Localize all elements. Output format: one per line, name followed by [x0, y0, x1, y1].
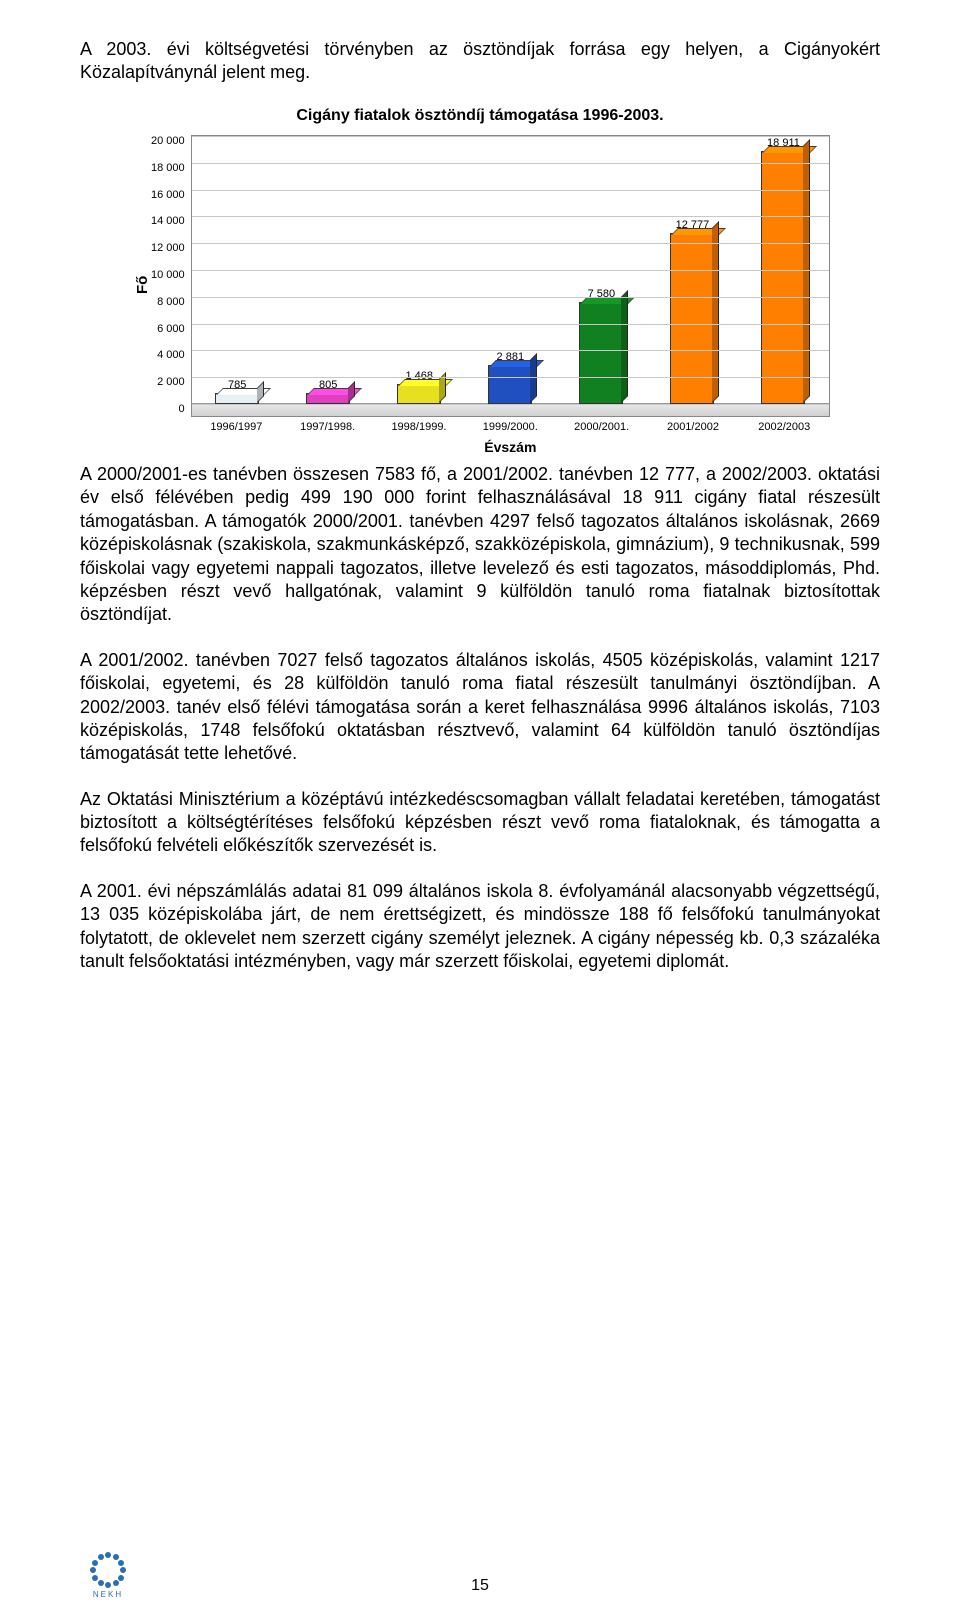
y-tick: 20 000: [151, 135, 185, 147]
y-tick: 8 000: [151, 296, 185, 308]
x-tick: 1998/1999.: [381, 421, 458, 433]
grid-line: [192, 377, 829, 378]
logo-dot: [98, 1554, 104, 1560]
grid-line: [192, 190, 829, 191]
y-tick: 6 000: [151, 323, 185, 335]
y-tick: 2 000: [151, 376, 185, 388]
bar-column: 1 468: [381, 370, 457, 404]
bar-column: 805: [290, 379, 366, 404]
x-tick: 2000/2001.: [563, 421, 640, 433]
bar: [761, 151, 805, 404]
chart-container: Cigány fiatalok ösztöndíj támogatása 199…: [130, 107, 830, 435]
grid-line: [192, 163, 829, 164]
grid-line: [192, 270, 829, 271]
bar: [397, 384, 441, 404]
grid-line: [192, 350, 829, 351]
bar-column: 7 580: [563, 288, 639, 404]
y-tick: 16 000: [151, 189, 185, 201]
grid-line: [192, 243, 829, 244]
x-tick: 2001/2002: [655, 421, 732, 433]
bar-column: 785: [199, 379, 275, 404]
chart-y-ticks: 20 000 18 000 16 000 14 000 12 000 10 000 8 00…: [151, 135, 191, 415]
y-tick: 4 000: [151, 349, 185, 361]
paragraph-2: A 2001/2002. tanévben 7027 felső tagozat…: [80, 649, 880, 766]
chart-x-label: Évszám: [191, 439, 830, 455]
logo-dot: [118, 1560, 124, 1566]
grid-line: [192, 136, 829, 137]
x-tick: 1997/1998.: [289, 421, 366, 433]
bar: [670, 233, 714, 404]
bar: [215, 393, 259, 404]
paragraph-4: A 2001. évi népszámlálás adatai 81 099 á…: [80, 880, 880, 974]
logo-dot: [120, 1567, 126, 1573]
chart-title: Cigány fiatalok ösztöndíj támogatása 199…: [130, 107, 830, 125]
y-tick: 14 000: [151, 215, 185, 227]
y-tick: 18 000: [151, 162, 185, 174]
logo-dot: [105, 1552, 111, 1558]
bar: [306, 393, 350, 404]
grid-line: [192, 404, 829, 405]
grid-line: [192, 324, 829, 325]
bar: [488, 365, 532, 404]
grid-line: [192, 297, 829, 298]
intro-paragraph: A 2003. évi költségvetési törvényben az …: [80, 38, 880, 83]
logo-dot: [92, 1560, 98, 1566]
grid-line: [192, 216, 829, 217]
logo-dot: [90, 1567, 96, 1573]
paragraph-3: Az Oktatási Minisztérium a középtávú int…: [80, 788, 880, 858]
paragraph-1: A 2000/2001-es tanévben összesen 7583 fő…: [80, 463, 880, 627]
chart-plot: 7858051 4682 8817 58012 77718 911: [191, 135, 830, 417]
x-tick: 2002/2003: [746, 421, 823, 433]
y-tick: 0: [151, 403, 185, 415]
body-text: A 2000/2001-es tanévben összesen 7583 fő…: [80, 463, 880, 973]
x-tick: 1999/2000.: [472, 421, 549, 433]
y-tick: 10 000: [151, 269, 185, 281]
x-tick: 1996/1997: [198, 421, 275, 433]
chart-x-ticks: 1996/1997 1997/1998. 1998/1999. 1999/2000. 2…: [191, 421, 830, 433]
page-number: 15: [0, 1577, 960, 1595]
bar: [579, 302, 623, 404]
logo-dot: [113, 1554, 119, 1560]
y-tick: 12 000: [151, 242, 185, 254]
chart-y-label: Fő: [130, 135, 151, 435]
